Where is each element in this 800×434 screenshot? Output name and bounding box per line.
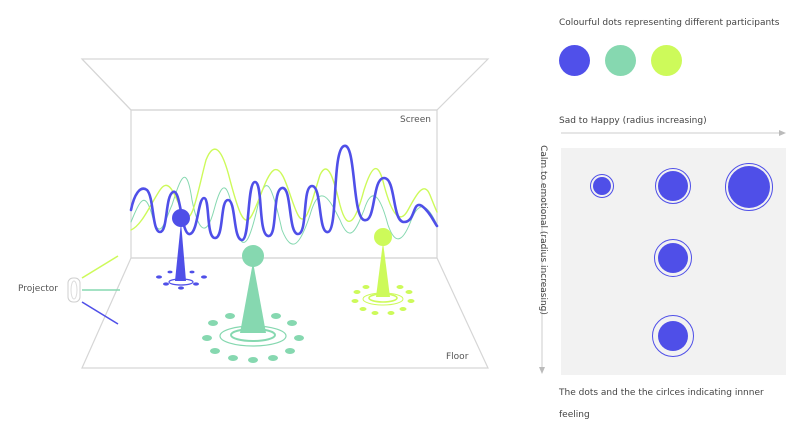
figure-green-body (240, 262, 266, 333)
figure-green-ring-outer (219, 325, 287, 347)
figure-green-ring-inner (230, 328, 276, 342)
figure-green-head (242, 245, 264, 267)
figure-lime-head (374, 228, 392, 246)
figure-lime-ring-inner (368, 293, 398, 303)
waves (129, 144, 439, 245)
room-outline (80, 58, 490, 369)
axis-lines (539, 130, 786, 374)
figure-green (202, 245, 304, 363)
caption-line-1: The dots and the the cirlces indicating … (559, 388, 764, 398)
projector (67, 255, 120, 325)
feeling-panel (561, 148, 786, 375)
figure-blue-head (172, 209, 190, 227)
figure-lime-dots (351, 285, 415, 315)
feeling-circle-medium-ring (655, 168, 691, 204)
wave-green (130, 176, 438, 245)
figure-blue-body (175, 222, 186, 281)
y-axis-label: Calm to emotional (radius increasing) (538, 145, 548, 315)
legend-title: Colourful dots representing different pa… (559, 18, 780, 28)
legend-dot-green (605, 45, 636, 76)
figure-green-dots (202, 313, 304, 363)
feeling-circle-large (728, 166, 770, 208)
ceiling (80, 58, 490, 111)
figure-blue-dots (156, 270, 207, 290)
feeling-circle-large-ring (725, 163, 773, 211)
figure-blue (156, 209, 207, 290)
legend-dot-lime (651, 45, 682, 76)
figure-lime-ring-outer (362, 292, 404, 306)
feeling-circle-very-emotional (658, 321, 688, 351)
projector-beam-blue (81, 301, 119, 325)
figure-lime-body (376, 242, 390, 297)
screen-label: Screen (400, 115, 431, 125)
feeling-circle-medium (658, 171, 688, 201)
x-axis-label: Sad to Happy (radius increasing) (559, 116, 707, 126)
projector-lens (70, 280, 78, 300)
floor-label: Floor (446, 352, 469, 362)
feeling-circle-small (593, 177, 611, 195)
y-axis-arrowhead (539, 367, 545, 374)
projector-beam-lime (81, 255, 119, 279)
feeling-circle-very-emotional-ring (652, 315, 694, 357)
projector-label: Projector (18, 284, 58, 294)
figure-lime (351, 228, 415, 315)
x-axis-arrowhead (779, 130, 786, 136)
left-back-edge (81, 58, 132, 111)
projector-body (67, 277, 81, 303)
feeling-circle-emotional (658, 243, 688, 273)
caption-line-2: feeling (559, 410, 590, 420)
figure-blue-ring (168, 278, 194, 286)
feeling-circle-emotional-ring (654, 239, 692, 277)
floor-plane (81, 257, 489, 369)
feeling-circle-small-ring (590, 174, 614, 198)
legend-dot-blue (559, 45, 590, 76)
